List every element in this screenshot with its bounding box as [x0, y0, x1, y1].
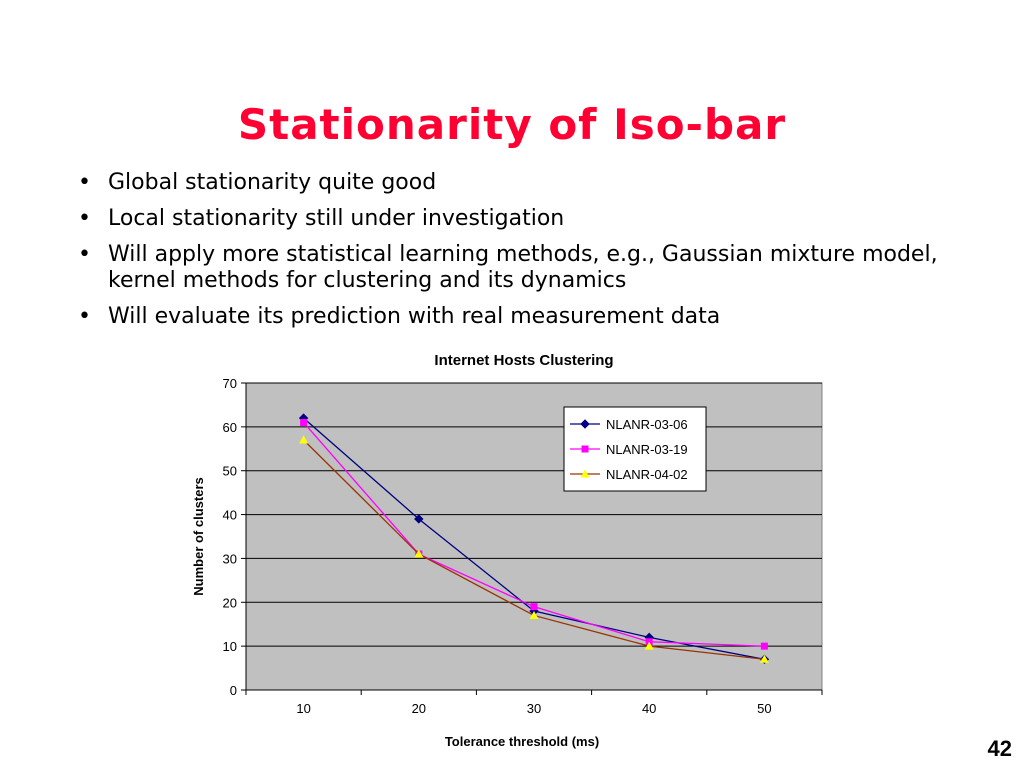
data-point — [530, 603, 538, 611]
data-point — [580, 419, 590, 429]
line-chart: Internet Hosts Clustering 0 10 20 30 40 50 60 70… — [180, 345, 860, 760]
y-tick-label: 30 — [223, 551, 237, 566]
bullet-item: Local stationarity still under investiga… — [78, 206, 978, 232]
data-point — [581, 445, 589, 453]
data-point — [529, 610, 539, 619]
y-tick-label: 20 — [223, 595, 237, 610]
x-tick-label: 10 — [296, 701, 310, 716]
bullet-item: Global stationarity quite good — [78, 170, 978, 196]
x-tick-label: 40 — [642, 701, 656, 716]
legend-label: NLANR-03-19 — [606, 442, 688, 457]
x-tick-label: 50 — [757, 701, 771, 716]
slide-number: 42 — [987, 736, 1012, 761]
chart-svg: Internet Hosts Clustering 0 10 20 30 40 50 60 70… — [191, 352, 823, 749]
y-tick-label: 10 — [223, 639, 237, 654]
x-axis-label: Tolerance threshold (ms) — [445, 734, 599, 749]
bullet-item: Will apply more statistical learning met… — [78, 242, 978, 294]
y-tick-label: 0 — [230, 683, 237, 698]
plot-area — [245, 382, 823, 691]
data-point — [760, 642, 768, 650]
bullet-list: Global stationarity quite good Local sta… — [78, 170, 978, 340]
slide-title: Stationarity of Iso-bar — [237, 100, 787, 149]
y-tick-label: 40 — [223, 508, 237, 523]
data-point — [299, 435, 309, 444]
data-point — [580, 469, 590, 478]
legend-label: NLANR-03-06 — [606, 417, 688, 432]
data-point — [300, 418, 308, 426]
y-tick-label: 60 — [223, 420, 237, 435]
data-point — [414, 549, 424, 558]
data-point — [644, 641, 654, 650]
data-point — [414, 514, 424, 524]
y-tick-label: 50 — [223, 464, 237, 479]
y-tick-label: 70 — [223, 376, 237, 391]
bullet-item: Will evaluate its prediction with real m… — [78, 304, 978, 330]
legend-label: NLANR-04-02 — [606, 467, 688, 482]
chart-title: Internet Hosts Clustering — [434, 352, 613, 369]
x-tick-label: 20 — [412, 701, 426, 716]
data-point — [759, 654, 769, 663]
x-tick-label: 30 — [527, 701, 541, 716]
y-axis-label: Number of clusters — [191, 477, 206, 595]
